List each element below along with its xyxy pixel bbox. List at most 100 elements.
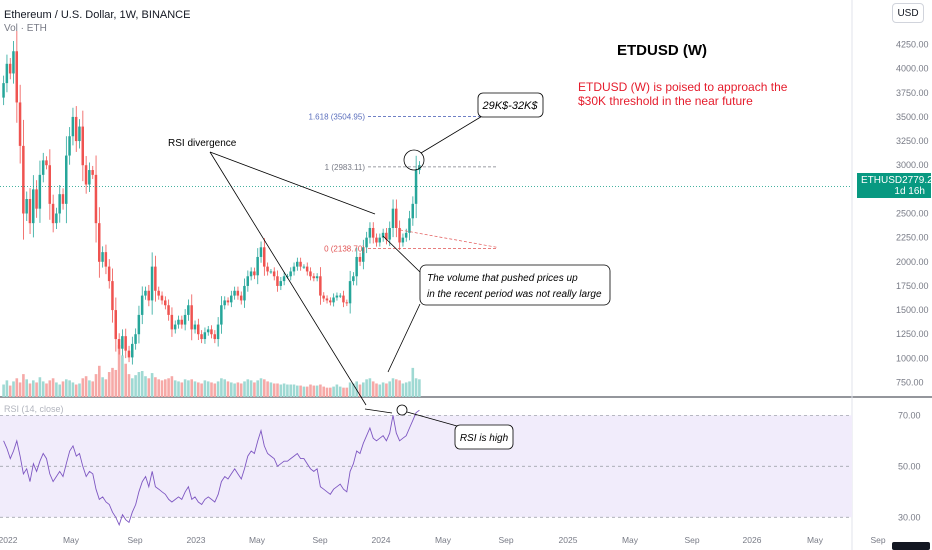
volume-bar — [253, 382, 256, 397]
volume-bar — [220, 378, 223, 397]
volume-bar — [22, 374, 25, 397]
volume-bar — [348, 382, 352, 397]
volume-bar — [276, 383, 279, 397]
volume-bar — [325, 387, 329, 397]
volume-bar — [154, 377, 157, 397]
volume-bar — [177, 381, 180, 397]
candle — [55, 213, 58, 224]
volume-bar — [302, 386, 306, 397]
volume-bar — [296, 385, 299, 397]
volume-bar — [183, 379, 187, 397]
rsi-legend: RSI (14, close) — [4, 404, 64, 414]
candle — [329, 300, 332, 303]
candle — [150, 266, 154, 301]
candle — [48, 165, 51, 204]
candle — [78, 126, 81, 142]
divergence-line-top — [209, 151, 376, 215]
candle — [71, 116, 75, 137]
candle — [61, 194, 65, 204]
volume-bar — [401, 383, 405, 397]
candle — [164, 300, 167, 306]
volume-bar — [236, 382, 240, 397]
volume-bar — [61, 381, 65, 397]
candle — [15, 51, 18, 103]
price-tag-value: 2779.21 — [902, 175, 932, 186]
volume-bar — [362, 382, 365, 397]
time-axis-tick: 2024 — [372, 535, 391, 545]
target-circle — [403, 149, 425, 171]
candle — [239, 295, 243, 301]
volume-bar — [299, 385, 302, 397]
volume-bar — [15, 378, 19, 397]
candle — [177, 319, 180, 325]
volume-bar — [230, 382, 233, 397]
candle — [223, 300, 226, 306]
candle — [309, 271, 312, 277]
volume-bar — [144, 376, 147, 397]
volume-bar — [381, 382, 385, 397]
volume-bar — [385, 383, 388, 397]
volume-bar — [131, 378, 134, 397]
volume-bar — [74, 384, 78, 397]
candle — [226, 300, 230, 303]
price-axis-tick: 2000.00 — [896, 257, 929, 267]
volume-bar — [117, 345, 121, 397]
price-axis-tick: 750.00 — [896, 378, 924, 388]
candle — [140, 295, 144, 315]
candle — [263, 247, 266, 267]
volume-bar — [150, 373, 154, 397]
volume-bar — [352, 383, 355, 397]
candle — [305, 266, 309, 272]
volume-note-line1: The volume that pushed prices up — [427, 273, 578, 284]
candle — [355, 256, 358, 277]
volume-bar — [167, 378, 170, 397]
candle — [388, 227, 391, 240]
volume-bar — [259, 378, 263, 397]
candle — [160, 295, 164, 301]
candle — [256, 256, 259, 276]
candle — [371, 227, 375, 238]
volume-bar — [282, 383, 286, 397]
volume-bar — [58, 384, 61, 397]
candle — [213, 334, 216, 340]
volume-bar — [375, 383, 378, 397]
currency-button[interactable]: USD — [892, 3, 924, 23]
volume-bar — [35, 382, 38, 397]
volume-bar — [8, 385, 12, 397]
candle — [157, 290, 160, 296]
volume-bar — [180, 382, 184, 397]
volume-bar — [305, 386, 309, 397]
rsi-note-text: RSI is high — [460, 433, 509, 444]
candle — [220, 305, 223, 325]
fib-level-label: 0 (2138.70) — [324, 244, 365, 253]
volume-bar — [398, 380, 401, 397]
candle — [249, 271, 253, 277]
volume-bar — [41, 381, 45, 397]
volume-bar — [187, 380, 190, 397]
candle — [18, 102, 22, 146]
volume-note-pointer — [382, 235, 421, 373]
candle — [319, 276, 322, 296]
volume-bar — [309, 384, 312, 397]
volume-bar — [84, 376, 88, 397]
chart-annotation-title: ETDUSD (W) — [617, 42, 707, 59]
volume-bar — [114, 369, 118, 397]
volume-bar — [45, 383, 48, 397]
volume-bar — [213, 383, 217, 397]
candle — [272, 271, 276, 277]
candle — [2, 83, 5, 98]
time-axis-tick: May — [249, 535, 266, 545]
candle — [51, 203, 55, 224]
candle — [348, 281, 352, 304]
volume-bar — [203, 380, 207, 397]
volume-bar — [418, 379, 421, 397]
volume-bar — [223, 379, 226, 397]
candle — [203, 332, 207, 340]
candle — [352, 276, 355, 282]
volume-bar — [65, 379, 68, 397]
candle — [41, 160, 45, 175]
candle — [414, 170, 418, 204]
volume-bar — [2, 384, 5, 397]
volume-bar — [147, 378, 151, 397]
